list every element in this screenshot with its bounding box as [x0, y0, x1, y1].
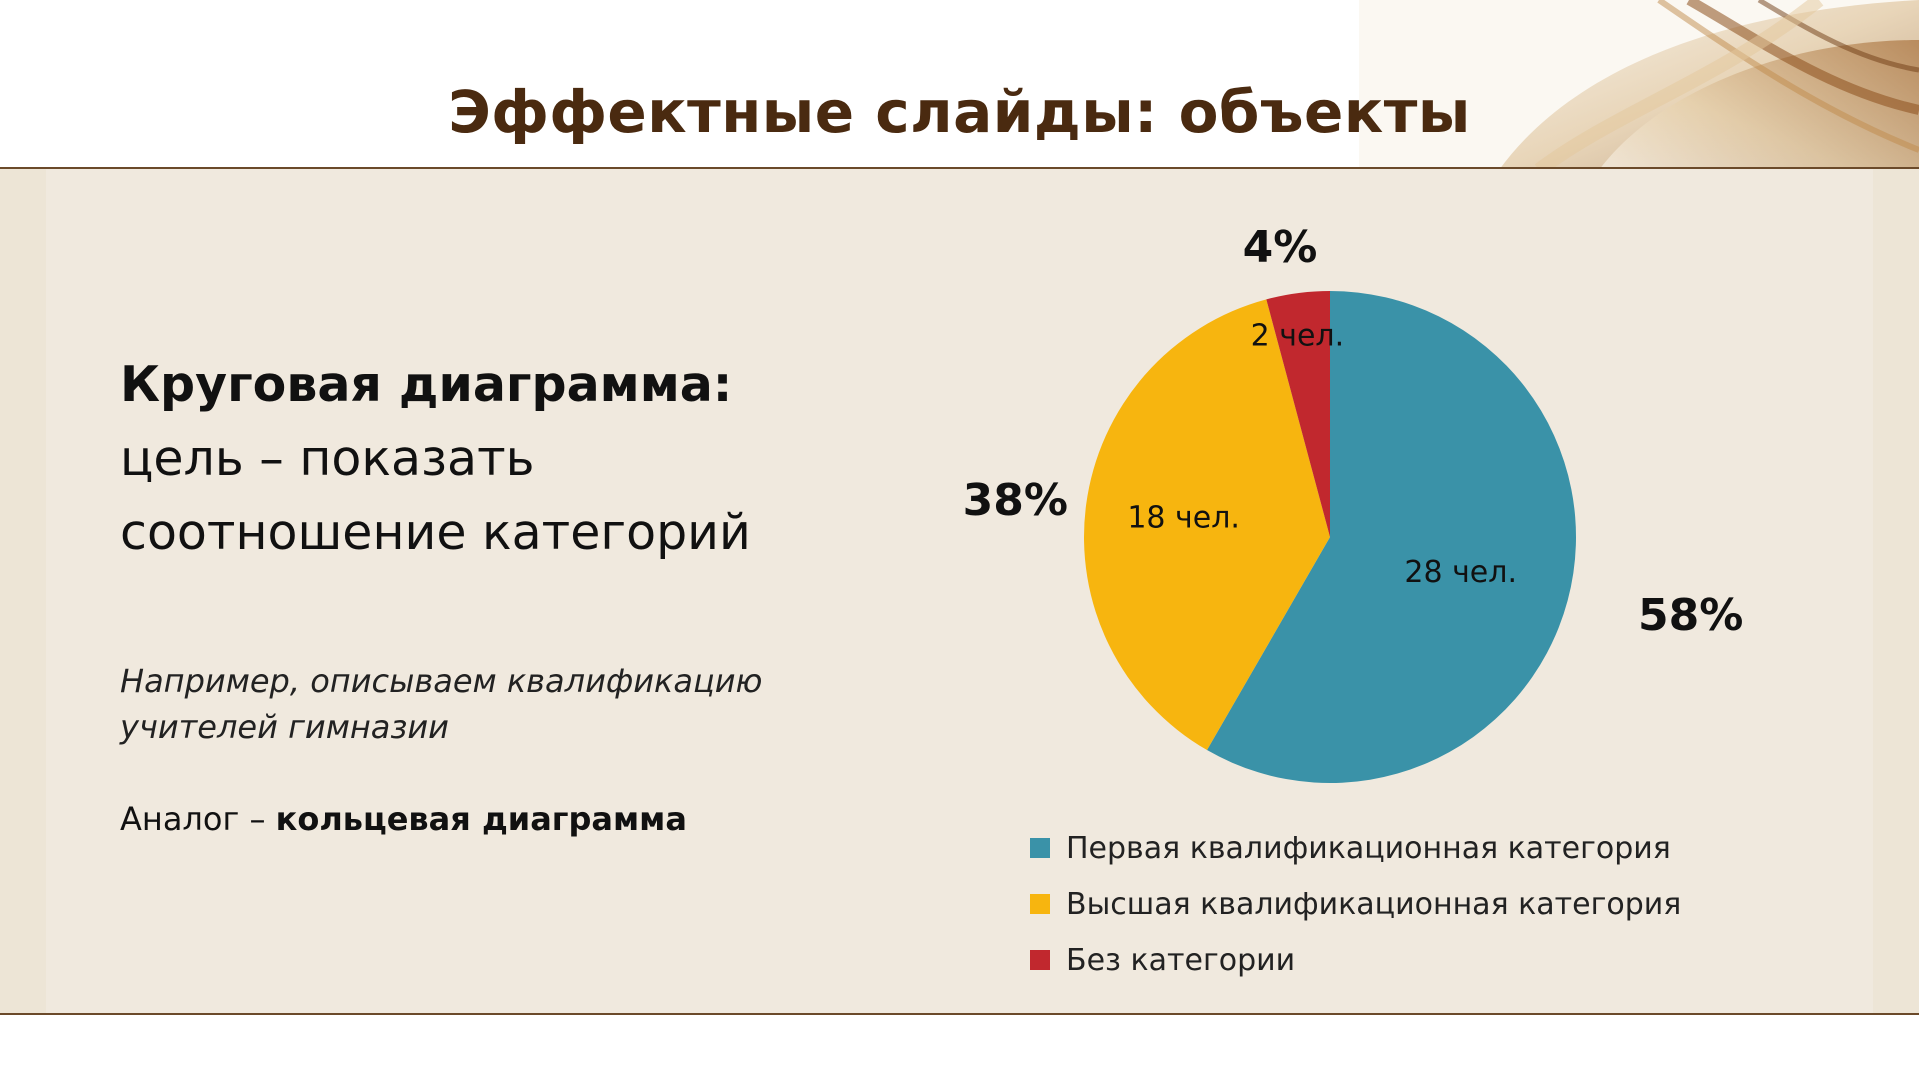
slice-value-label: 18 чел. — [1127, 501, 1240, 536]
slice-percent-label: 58% — [1638, 590, 1743, 641]
slice-percent-label: 4% — [1243, 222, 1318, 273]
legend-swatch — [1030, 894, 1050, 914]
heading-line-2: цель – показать — [120, 430, 535, 487]
legend-label: Без категории — [1066, 942, 1296, 978]
legend-swatch — [1030, 838, 1050, 858]
slice-value-label: 2 чел. — [1251, 319, 1345, 354]
heading-line-3: соотношение категорий — [120, 504, 751, 561]
pie-slice — [1266, 291, 1330, 537]
example-line-1: Например, описываем квалификацию — [120, 662, 763, 700]
legend-swatch — [1030, 950, 1050, 970]
legend-item: Первая квалификационная категория — [1030, 820, 1681, 876]
legend-label: Первая квалификационная категория — [1066, 830, 1671, 866]
example-text: Например, описываем квалификацию учителе… — [120, 658, 820, 750]
slide-heading: Круговая диаграмма: цель – показать соот… — [120, 348, 840, 570]
legend-label: Высшая квалификационная категория — [1066, 886, 1682, 922]
pie-slice — [1207, 291, 1576, 783]
example-line-2: учителей гимназии — [120, 708, 449, 746]
decorative-swirl — [1359, 0, 1919, 170]
pie-chart: 28 чел. 58% 18 чел. 38% 2 чел. 4% — [963, 222, 1743, 783]
analog-bold: кольцевая диаграмма — [275, 800, 687, 838]
chart-legend: Первая квалификационная категория Высшая … — [1030, 820, 1681, 988]
content-panel — [0, 169, 1919, 1015]
slice-value-label: 28 чел. — [1404, 555, 1517, 590]
legend-item: Высшая квалификационная категория — [1030, 876, 1681, 932]
slice-percent-label: 38% — [963, 475, 1068, 526]
legend-item: Без категории — [1030, 932, 1681, 988]
analog-prefix: Аналог – — [120, 800, 276, 838]
pie-slice — [1084, 299, 1330, 751]
analog-text: Аналог – кольцевая диаграмма — [120, 796, 687, 842]
slide-title: Эффектные слайды: объекты — [448, 78, 1471, 146]
heading-bold: Круговая диаграмма: — [120, 356, 733, 413]
title-divider — [0, 167, 1919, 169]
